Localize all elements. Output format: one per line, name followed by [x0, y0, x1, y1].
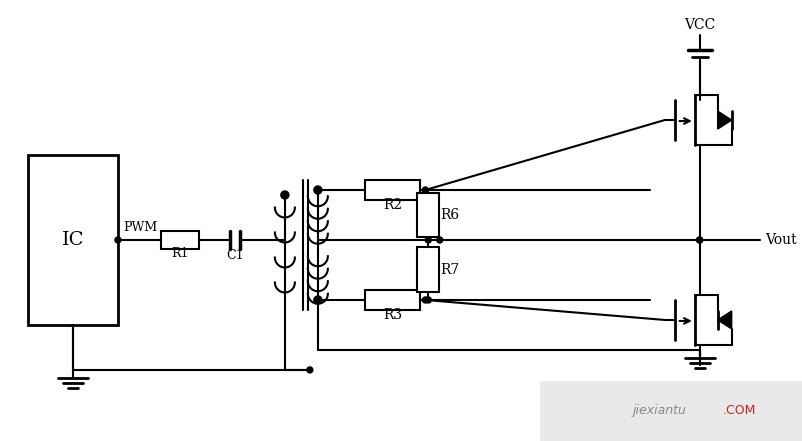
Bar — [28, 155, 118, 325]
Text: R1: R1 — [171, 247, 188, 261]
Circle shape — [422, 187, 427, 193]
Bar — [365, 290, 419, 310]
Bar — [539, 381, 802, 441]
Polygon shape — [717, 311, 731, 329]
Circle shape — [281, 191, 289, 199]
Circle shape — [314, 186, 322, 194]
Circle shape — [696, 237, 702, 243]
Text: R3: R3 — [383, 308, 402, 322]
Circle shape — [425, 237, 431, 243]
Text: jiexiantu: jiexiantu — [632, 404, 686, 418]
Bar — [417, 247, 439, 292]
Circle shape — [696, 237, 702, 243]
Polygon shape — [717, 111, 731, 129]
Text: Vout: Vout — [764, 233, 796, 247]
Circle shape — [422, 297, 427, 303]
Text: C1: C1 — [226, 250, 243, 262]
Text: R6: R6 — [440, 208, 460, 222]
Circle shape — [314, 296, 322, 304]
Bar — [417, 193, 439, 238]
Text: R7: R7 — [440, 263, 460, 277]
Text: R2: R2 — [383, 198, 402, 212]
Bar — [365, 180, 419, 200]
Circle shape — [115, 237, 121, 243]
Text: IC: IC — [62, 231, 84, 249]
Text: PWM: PWM — [123, 221, 157, 235]
Circle shape — [306, 367, 313, 373]
Circle shape — [425, 297, 431, 303]
Circle shape — [436, 237, 442, 243]
Bar — [160, 231, 199, 249]
Text: VCC: VCC — [683, 18, 715, 32]
Text: .COM: .COM — [722, 404, 755, 418]
